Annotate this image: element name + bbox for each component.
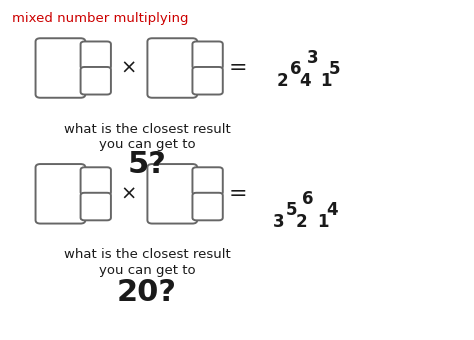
FancyBboxPatch shape: [192, 193, 223, 220]
Text: 3: 3: [307, 49, 319, 67]
FancyBboxPatch shape: [147, 38, 197, 98]
Text: 1: 1: [320, 72, 332, 90]
FancyBboxPatch shape: [192, 41, 223, 69]
FancyBboxPatch shape: [81, 167, 111, 195]
Text: ×: ×: [120, 58, 137, 78]
Text: =: =: [228, 58, 247, 78]
FancyBboxPatch shape: [81, 193, 111, 220]
Text: you can get to: you can get to: [99, 138, 195, 151]
Text: 5?: 5?: [128, 150, 166, 180]
Text: mixed number multiplying: mixed number multiplying: [12, 12, 188, 25]
Text: 3: 3: [273, 213, 284, 231]
Text: 6: 6: [302, 190, 314, 208]
Text: 6: 6: [290, 60, 301, 78]
Text: 5: 5: [285, 201, 297, 219]
FancyBboxPatch shape: [192, 167, 223, 195]
Text: you can get to: you can get to: [99, 264, 195, 277]
Text: =: =: [228, 184, 247, 204]
Text: 2: 2: [295, 213, 307, 231]
FancyBboxPatch shape: [36, 38, 85, 98]
Text: 4: 4: [299, 72, 310, 90]
Text: ×: ×: [120, 184, 137, 203]
FancyBboxPatch shape: [192, 67, 223, 95]
FancyBboxPatch shape: [36, 164, 85, 224]
FancyBboxPatch shape: [81, 67, 111, 95]
Text: 5: 5: [328, 60, 340, 78]
Text: 1: 1: [318, 213, 329, 231]
FancyBboxPatch shape: [81, 41, 111, 69]
FancyBboxPatch shape: [147, 164, 197, 224]
Text: 2: 2: [276, 72, 288, 90]
Text: what is the closest result: what is the closest result: [64, 249, 230, 261]
Text: what is the closest result: what is the closest result: [64, 123, 230, 136]
Text: 4: 4: [326, 201, 337, 219]
Text: 20?: 20?: [117, 278, 177, 307]
